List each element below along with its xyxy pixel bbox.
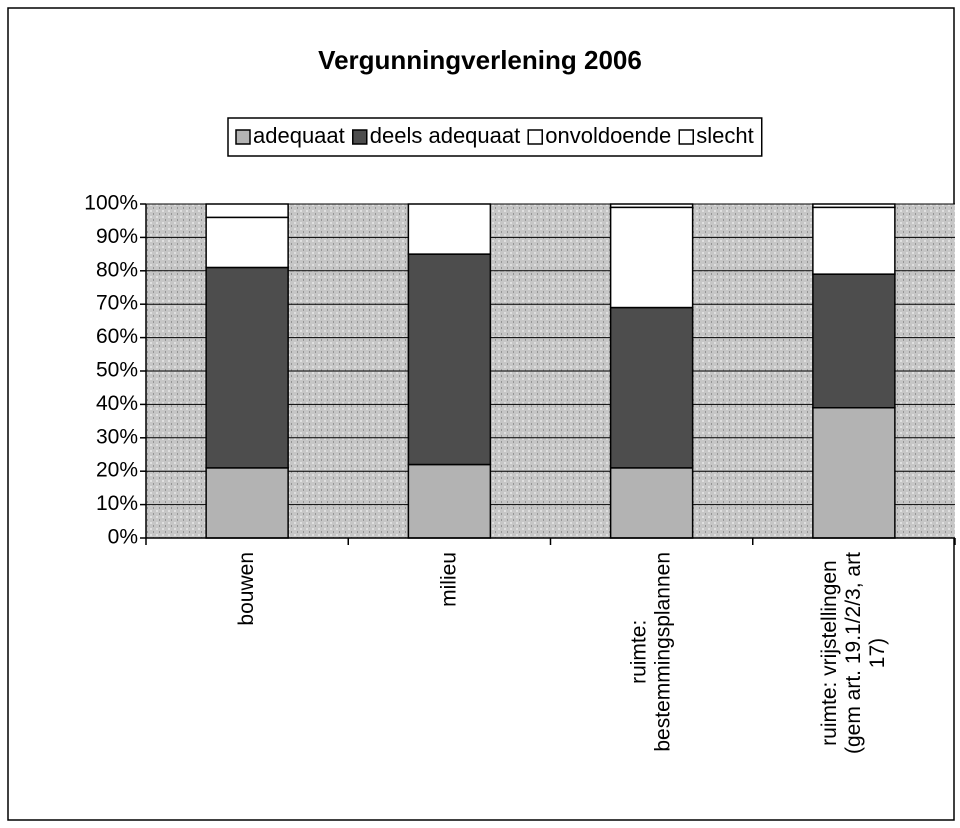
bar-segment	[205, 216, 289, 269]
y-tick-label: 60%	[96, 325, 138, 348]
x-tick-label: milieu	[437, 552, 460, 607]
y-tick-label: 10%	[96, 492, 138, 515]
chart-title: Vergunningverlening 2006	[318, 45, 642, 75]
legend-swatch	[235, 129, 251, 145]
legend-swatch	[352, 129, 368, 145]
y-tick-label: 80%	[96, 258, 138, 281]
bar-segment	[812, 206, 896, 275]
legend-label: adequaat	[253, 123, 345, 148]
x-tick-label: ruimte: vrijstellingen(gem art. 19.1/2/3…	[817, 552, 888, 754]
x-tick-label: bouwen	[235, 552, 258, 626]
bar-segment	[812, 406, 896, 539]
bar-segment	[407, 463, 492, 539]
bar-segment	[609, 306, 694, 469]
legend	[227, 117, 763, 157]
bar-segment	[609, 467, 694, 539]
y-tick-label: 100%	[84, 192, 138, 215]
y-tick-label: 50%	[96, 359, 138, 382]
legend-label: slecht	[696, 123, 753, 148]
y-tick-label: 90%	[96, 225, 138, 248]
bar-segment	[205, 203, 289, 219]
bar-segment	[609, 206, 694, 309]
y-tick-label: 30%	[96, 425, 138, 448]
y-tick-label: 20%	[96, 459, 138, 482]
bar-segment	[407, 253, 492, 466]
bar-segment	[407, 203, 492, 255]
y-tick-label: 40%	[96, 392, 138, 415]
y-tick-label: 0%	[108, 526, 138, 549]
bar-segment	[812, 203, 896, 209]
legend-label: onvoldoende	[545, 123, 671, 148]
bar-segment	[205, 467, 289, 539]
bar-segment	[205, 266, 289, 469]
x-tick-label: ruimte:bestemmingsplannen	[627, 552, 674, 752]
legend-label: deels adequaat	[370, 123, 520, 148]
y-tick-label: 70%	[96, 292, 138, 315]
bar-segment	[609, 203, 694, 209]
legend-swatch	[678, 129, 694, 145]
legend-swatch	[527, 129, 543, 145]
bar-segment	[812, 273, 896, 409]
